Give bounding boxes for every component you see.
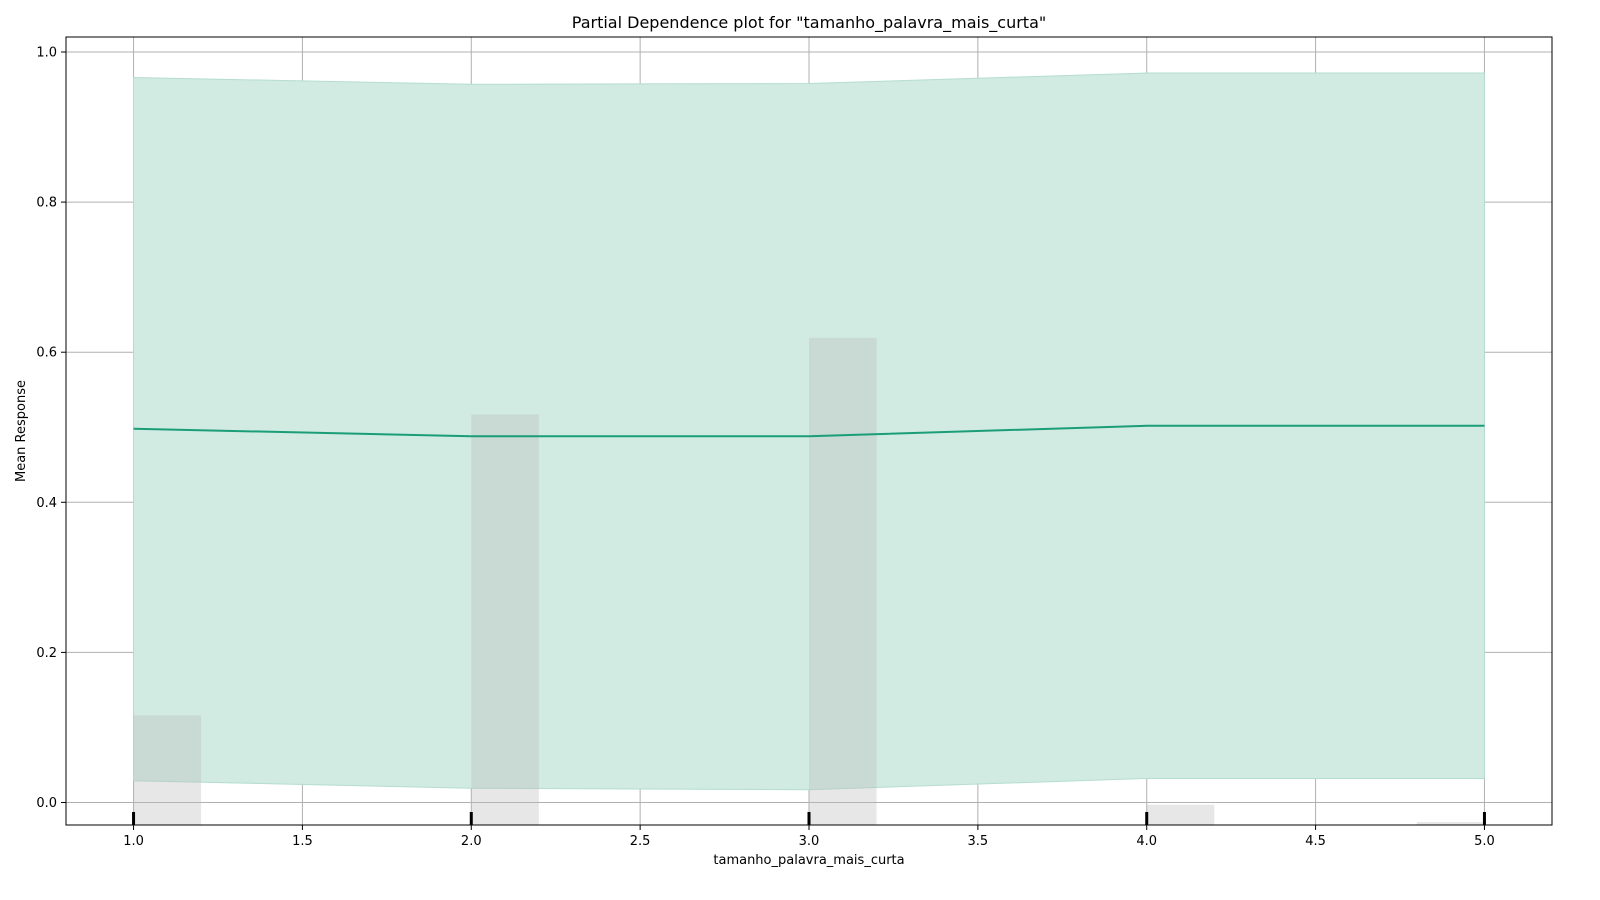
x-axis-ticks: 1.0 1.5 2.0 2.5 3.0 3.5 4.0 4.5 5.0 xyxy=(123,825,1495,849)
mean-response-line xyxy=(133,424,1485,438)
histogram-bar-4 xyxy=(1416,821,1485,825)
rug-layer xyxy=(132,812,1486,825)
histogram-bar-1 xyxy=(471,414,539,825)
x-tick-label-3: 2.5 xyxy=(630,834,651,849)
y-axis-ticks: 0.0 0.2 0.4 0.6 0.8 1.0 xyxy=(36,46,66,811)
histogram-bar-2 xyxy=(809,337,877,825)
mean-response-line-layer xyxy=(133,424,1485,438)
x-tick-label-7: 4.5 xyxy=(1305,834,1326,849)
x-axis-label: tamanho_palavra_mais_curta xyxy=(713,853,904,868)
y-tick-label-2: 0.4 xyxy=(36,496,57,511)
x-tick-label-8: 5.0 xyxy=(1474,834,1495,849)
x-tick-label-2: 2.0 xyxy=(461,834,482,849)
y-tick-label-5: 1.0 xyxy=(36,46,57,61)
y-tick-label-4: 0.8 xyxy=(36,196,57,211)
x-tick-label-6: 4.0 xyxy=(1136,834,1157,849)
confidence-band-layer xyxy=(133,72,1485,791)
histogram-bar-0 xyxy=(133,715,202,825)
x-tick-label-0: 1.0 xyxy=(123,834,144,849)
x-tick-label-1: 1.5 xyxy=(292,834,313,849)
y-tick-label-3: 0.6 xyxy=(36,346,57,361)
histogram-layer xyxy=(133,337,1485,825)
x-tick-label-4: 3.0 xyxy=(799,834,820,849)
histogram-bar-3 xyxy=(1146,804,1215,825)
chart-title: Partial Dependence plot for "tamanho_pal… xyxy=(572,13,1046,33)
y-axis-label: Mean Response xyxy=(14,380,29,482)
x-tick-label-5: 3.5 xyxy=(968,834,989,849)
y-tick-label-0: 0.0 xyxy=(36,796,57,811)
y-tick-label-1: 0.2 xyxy=(36,646,57,661)
confidence-band xyxy=(133,72,1485,791)
